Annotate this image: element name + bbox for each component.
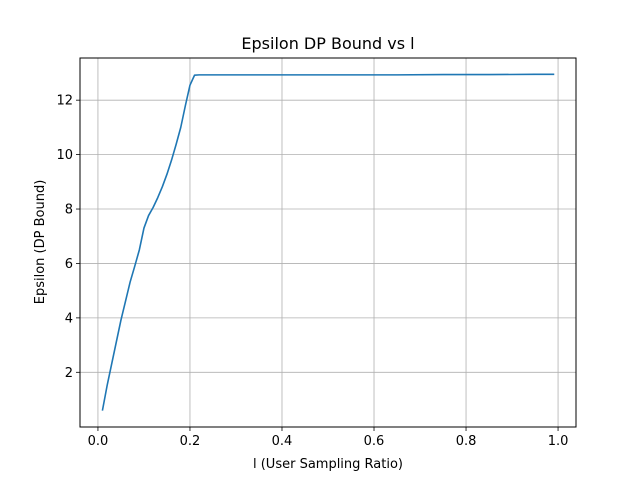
x-tick-label: 1.0 [548,434,569,449]
x-tick-label: 0.0 [88,434,109,449]
plot-frame [79,57,577,428]
series-layer [101,73,555,411]
chart-title: Epsilon DP Bound vs l [241,34,414,53]
tick-layer: 0.0 0.2 0.4 0.6 0.8 1.0 2 4 6 8 10 12 [56,94,568,449]
y-tick-label: 12 [56,94,73,109]
series-line-0 [101,73,555,411]
grid-layer [80,58,576,427]
y-tick-label: 2 [65,366,73,381]
y-axis-label: Epsilon (DP Bound) [33,180,48,305]
x-tick-label: 0.8 [456,434,477,449]
x-tick-label: 0.6 [364,434,385,449]
x-axis-label: l (User Sampling Ratio) [253,457,403,472]
y-tick-label: 10 [56,148,73,163]
x-tick-label: 0.4 [272,434,293,449]
y-tick-label: 4 [65,311,73,326]
y-tick-label: 6 [65,257,73,272]
x-tick-label: 0.2 [180,434,201,449]
y-tick-label: 8 [65,203,73,218]
